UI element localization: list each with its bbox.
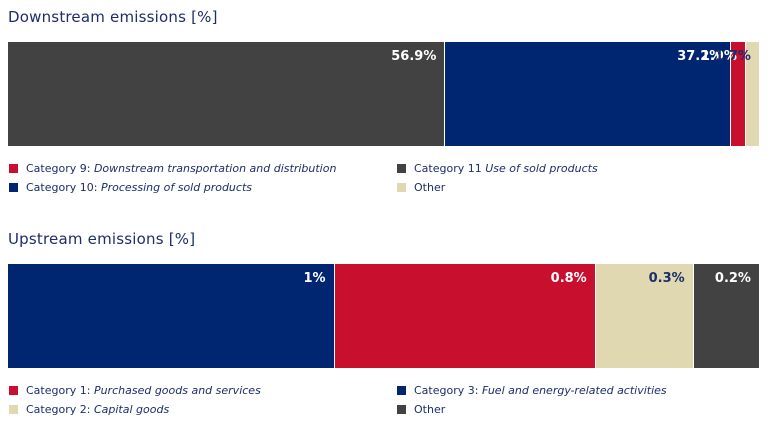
upstream-segment-category-1-purchased-goods-and-services: 0.8% [334,264,596,368]
upstream-segment-category-2-capital-goods: 0.3% [595,264,694,368]
downstream-legend-swatch [9,164,18,173]
upstream-segment-category-3-fuel-and-energy-related-activities: 1% [8,264,335,368]
downstream-legend-description: Downstream transportation and distributi… [93,162,337,175]
downstream-chart-title: Downstream emissions [%] [8,8,218,26]
downstream-legend-swatch [397,164,406,173]
upstream-legend-item: Other [397,400,667,419]
downstream-segment-category-9-downstream-transportation-and-distribution: 1.9% [701,42,746,146]
upstream-legend-description: Purchased goods and services [93,384,261,397]
upstream-legend-category: Category 3: [414,384,482,397]
downstream-legend-swatch [9,183,18,192]
upstream-legend-swatch [9,386,18,395]
upstream-legend-swatch [397,386,406,395]
downstream-value-label: 56.9% [391,49,437,64]
downstream-value-label: 1.7% [714,49,751,64]
downstream-segment-category-10-processing-of-sold-products: 37.2% [445,42,732,146]
upstream-value-label: 0.8% [550,271,587,286]
downstream-segment-other: 1.7% [715,42,759,146]
upstream-legend-category: Other [414,403,446,416]
upstream-legend-category: Category 2: [26,403,94,416]
downstream-legend-swatch [397,183,406,192]
upstream-legend-description: Fuel and energy-related activities [481,384,667,397]
upstream-legend-swatch [9,405,18,414]
downstream-legend-description: Use of sold products [485,162,598,175]
upstream-segment-other: 0.2% [693,264,759,368]
downstream-legend-item: Category 9: Downstream transportation an… [9,159,336,178]
downstream-legend-category: Other [414,181,446,194]
upstream-legend-item: Category 3: Fuel and energy-related acti… [397,381,667,400]
downstream-legend-item: Category 11 Use of sold products [397,159,598,178]
downstream-legend-description: Processing of sold products [100,181,252,194]
upstream-legend-col-2: Category 3: Fuel and energy-related acti… [397,381,667,419]
upstream-value-label: 0.3% [648,271,685,286]
downstream-segment-category-11-use-of-sold-products: 56.9% [8,42,446,146]
downstream-legend-category: Category 10: [26,181,101,194]
downstream-stacked-bar: 56.9% 37.2% 1.9% 1.7% [8,42,759,146]
upstream-legend-swatch [397,405,406,414]
downstream-legend-col-2: Category 11 Use of sold products Other [397,159,598,197]
downstream-value-label: 37.2% [677,49,723,64]
upstream-legend-col-1: Category 1: Purchased goods and services… [9,381,261,419]
upstream-legend-category: Category 1: [26,384,94,397]
downstream-legend-item: Other [397,178,598,197]
upstream-value-label: 0.2% [714,271,751,286]
upstream-legend-description: Capital goods [93,403,170,416]
upstream-legend-item: Category 2: Capital goods [9,400,261,419]
upstream-legend-item: Category 1: Purchased goods and services [9,381,261,400]
downstream-legend-col-1: Category 9: Downstream transportation an… [9,159,336,197]
downstream-legend-category: Category 11 [414,162,486,175]
upstream-stacked-bar: 1% 0.8% 0.3% 0.2% [8,264,759,368]
downstream-value-label: 1.9% [700,49,737,64]
upstream-chart-title: Upstream emissions [%] [8,230,196,248]
downstream-legend-category: Category 9: [26,162,94,175]
downstream-legend-item: Category 10: Processing of sold products [9,178,336,197]
upstream-value-label: 1% [303,271,326,286]
